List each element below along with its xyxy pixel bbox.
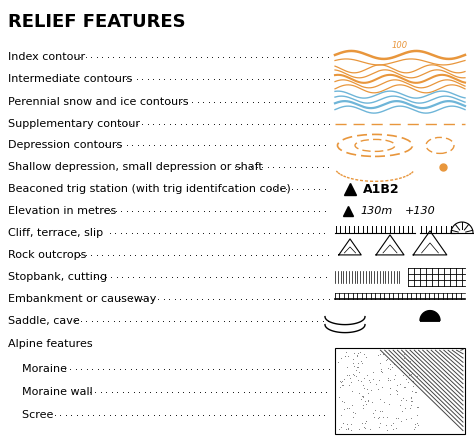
Text: Intermediate contours: Intermediate contours [8,74,132,84]
Text: Scree: Scree [8,410,54,420]
Text: RELIEF FEATURES: RELIEF FEATURES [8,13,186,31]
Text: +130: +130 [405,206,436,216]
Text: Embankment or causeway: Embankment or causeway [8,294,156,304]
Text: Moraine: Moraine [8,364,67,374]
Text: Depression contours: Depression contours [8,141,122,150]
Text: Shallow depression, small depression or shaft: Shallow depression, small depression or … [8,162,263,172]
Text: Alpine features: Alpine features [8,339,92,349]
Text: Supplementary contour: Supplementary contour [8,119,140,128]
Text: Perennial snow and ice contours: Perennial snow and ice contours [8,97,189,106]
Polygon shape [420,311,440,321]
Bar [335,348,465,434]
Text: Rock outcrops: Rock outcrops [8,250,86,260]
Text: A1B2: A1B2 [363,183,400,196]
Text: Saddle, cave: Saddle, cave [8,316,80,325]
Text: Beaconed trig station (with trig identifcation code): Beaconed trig station (with trig identif… [8,184,291,194]
Text: Index contour: Index contour [8,52,85,62]
Text: Elevation in metres: Elevation in metres [8,206,116,216]
Text: Cliff, terrace, slip: Cliff, terrace, slip [8,228,103,238]
Text: 100: 100 [392,41,408,50]
Text: Moraine wall: Moraine wall [8,387,93,397]
Text: 130m: 130m [360,206,392,216]
Text: Stopbank, cutting: Stopbank, cutting [8,272,107,282]
